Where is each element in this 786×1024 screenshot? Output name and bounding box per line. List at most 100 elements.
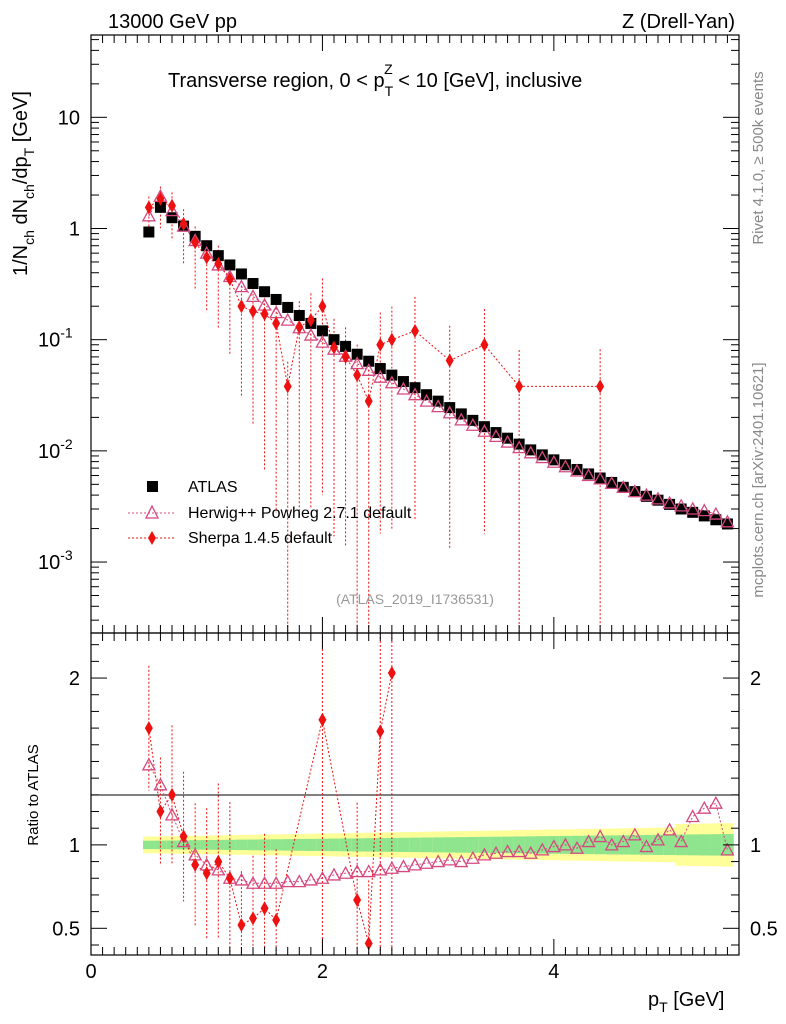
herwig-ratio-point [269,875,284,889]
herwig-point [488,429,504,443]
herwig-ratio-point [280,874,295,888]
ratio-band-inner [305,838,318,851]
herwig-ratio-point [257,875,272,889]
atlas-point [235,268,247,280]
herwig-point [650,491,666,505]
ratio-band-inner [224,839,237,850]
atlas-point [571,463,583,475]
herwig-point [523,445,538,459]
atlas-point [397,376,409,388]
ratio-band-inner [686,834,699,856]
atlas-point [594,472,606,484]
ratio-frame [90,632,740,956]
ratio-band-inner [154,840,167,850]
herwig-point [431,399,446,413]
legend-atlas: ATLAS [188,479,238,496]
atlas-point [374,363,386,375]
atlas-point [687,506,699,518]
sherpa-point [376,337,385,352]
ratio-y-tick-label: 2 [69,668,80,690]
herwig-point [442,405,457,419]
sherpa-ratio-point [202,866,211,881]
ylabel-s1: ch [21,230,37,245]
herwig-ratio-point [512,844,527,858]
ratio-y-tick-label: 1 [69,835,80,857]
atlas-point [478,421,490,433]
sherpa-point [596,379,605,394]
xlabel-main: p [648,989,659,1011]
atlas-point [606,476,618,488]
herwig-point [639,487,654,501]
sherpa-point [191,235,200,250]
ylabel-p1: 1/N [10,245,32,276]
y-tick-label: 1 [69,218,80,240]
sherpa-point [249,304,257,319]
sherpa-point [179,216,188,231]
x-tick-label: 2 [317,961,328,983]
herwig-point [720,514,735,528]
ratio-y-tick-label-right: 1 [750,835,761,857]
sherpa-ratio-point [376,724,385,739]
herwig-point [708,506,723,520]
sherpa-ratio-point [237,917,246,932]
atlas-point [652,494,664,506]
ratio-band-inner [316,838,329,852]
ratio-band-inner [524,836,537,854]
herwig-ratio-point [350,864,365,878]
ylabel-s2: ch [21,184,37,199]
ratio-band-inner [328,838,341,852]
y-tick-label: 10-2 [38,436,73,463]
herwig-ratio-point [488,845,504,859]
sherpa-ratio-point [191,857,200,872]
ratio-y-label: Ratio to ATLAS [25,744,42,845]
herwig-point [581,468,596,482]
herwig-ratio-point [627,827,642,841]
sherpa-point [168,198,176,213]
ratio-band-inner [270,839,283,851]
herwig-point [512,440,527,454]
herwig-ratio-point [326,867,342,881]
sherpa-ratio-point [144,721,153,736]
herwig-ratio-point [569,840,585,854]
ratio-band-inner [293,838,306,851]
sherpa-point [202,250,211,265]
herwig-point [477,423,492,437]
ratio-band-inner [594,835,607,855]
ratio-y-tick-label-right: 0.5 [750,918,778,940]
x-tick-label: 0 [85,961,96,983]
atlas-point [363,355,375,367]
y-axis-label: 1/Nch dNch/dpT [GeV] [10,91,37,276]
sherpa-ratio-point [260,901,269,916]
x-tick-label: 4 [548,961,559,983]
atlas-point [351,348,363,360]
herwig-ratio-point [500,844,515,858]
ratio-band-inner [281,839,294,851]
herwig-point [245,289,261,303]
ratio-band-inner [455,837,468,853]
atlas-point [675,503,687,515]
sherpa-point [283,379,292,394]
herwig-ratio-point [211,862,226,876]
sherpa-point [330,340,338,355]
sherpa-ratio-point [272,912,281,927]
herwig-ratio-point [141,757,156,771]
herwig-point [280,312,295,326]
title-sup: Z [384,61,393,77]
atlas-point [629,486,641,498]
herwig-ratio-point [465,850,480,864]
herwig-point [419,393,434,407]
herwig-point [500,434,515,448]
ratio-band-inner [166,840,179,850]
atlas-point [710,514,722,526]
y-tick-label: 10 [58,107,80,129]
herwig-ratio-point [616,834,631,848]
legend-herwig-marker [144,504,160,519]
atlas-point [502,432,514,444]
herwig-point [396,381,411,395]
ratio-band-inner [467,836,480,853]
chart-title: Transverse region, 0 < pTZ < 10 [GeV], i… [168,61,582,99]
legend-sherpa-marker [148,531,156,545]
herwig-point [454,412,469,426]
herwig-point [407,387,423,401]
ratio-band-inner [143,840,156,850]
